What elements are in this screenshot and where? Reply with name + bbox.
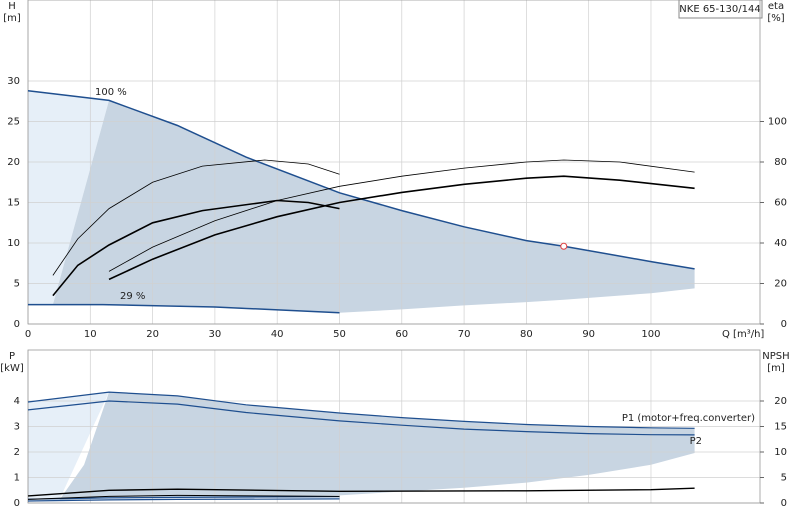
y2-tick-label: 100	[768, 117, 787, 128]
y-axis-label: [m]	[3, 13, 21, 24]
curve	[28, 303, 340, 314]
x-tick-label: 80	[520, 329, 533, 340]
curve-label: P2	[690, 436, 702, 447]
x-tick-label: 20	[146, 329, 159, 340]
operating-range	[28, 90, 109, 305]
operating-range	[59, 392, 695, 501]
y-axis-label: P	[9, 351, 15, 362]
title-box	[678, 0, 763, 19]
x-tick-label: 10	[84, 329, 97, 340]
x-tick-label: 50	[333, 329, 346, 340]
curve	[27, 391, 695, 429]
y-axis-label: [kW]	[0, 363, 24, 374]
y2-axis-label: [m]	[767, 363, 785, 374]
curve-label: 100 %	[95, 87, 127, 98]
y-tick-label: 10	[7, 238, 20, 249]
curve	[27, 496, 340, 500]
y-tick-label: 2	[14, 447, 20, 458]
y-tick-label: 20	[7, 157, 20, 168]
y-tick-label: 0	[14, 319, 20, 330]
y-tick-label: 25	[7, 117, 20, 128]
curve-label: 29 %	[120, 291, 145, 302]
curve	[27, 498, 340, 502]
x-tick-label: 40	[271, 329, 284, 340]
curve	[52, 159, 340, 276]
y-tick-label: 3	[14, 422, 20, 433]
x-tick-label: 60	[395, 329, 408, 340]
y2-tick-label: 10	[774, 447, 787, 458]
x-tick-label: 70	[458, 329, 471, 340]
y-tick-label: 0	[14, 498, 20, 509]
y2-tick-label: 0	[781, 498, 787, 509]
operating-range	[28, 392, 109, 501]
x-axis-label: Q [m³/h]	[722, 329, 764, 340]
x-tick-label: 90	[582, 329, 595, 340]
y2-tick-label: 60	[774, 198, 787, 209]
x-tick-label: 0	[25, 329, 31, 340]
curve	[27, 400, 695, 436]
y2-axis-label: NPSH	[762, 351, 789, 362]
operating-range	[52, 100, 695, 313]
y-tick-label: 15	[7, 198, 20, 209]
y-axis-label: H	[8, 1, 16, 12]
y-tick-label: 30	[7, 76, 20, 87]
curve-label: P1 (motor+freq.converter)	[622, 413, 755, 424]
y2-tick-label: 20	[774, 279, 787, 290]
y2-axis-label: [%]	[767, 13, 784, 24]
y2-tick-label: 0	[781, 319, 787, 330]
curve	[108, 175, 695, 281]
chart-title: NKE 65-130/144	[679, 4, 760, 15]
y2-tick-label: 5	[781, 473, 787, 484]
curve	[108, 159, 695, 272]
x-tick-label: 100	[641, 329, 660, 340]
y2-tick-label: 40	[774, 238, 787, 249]
y2-axis-label: eta	[768, 1, 784, 12]
y2-tick-label: 80	[774, 157, 787, 168]
duty-point	[560, 242, 568, 250]
y-tick-label: 1	[14, 473, 20, 484]
x-tick-label: 30	[209, 329, 222, 340]
curve	[27, 487, 695, 497]
y-tick-label: 4	[14, 396, 20, 407]
curve	[27, 494, 340, 500]
curve	[52, 199, 340, 297]
curve	[27, 89, 695, 270]
y2-tick-label: 15	[774, 422, 787, 433]
y-tick-label: 5	[14, 279, 20, 290]
y2-tick-label: 20	[774, 396, 787, 407]
